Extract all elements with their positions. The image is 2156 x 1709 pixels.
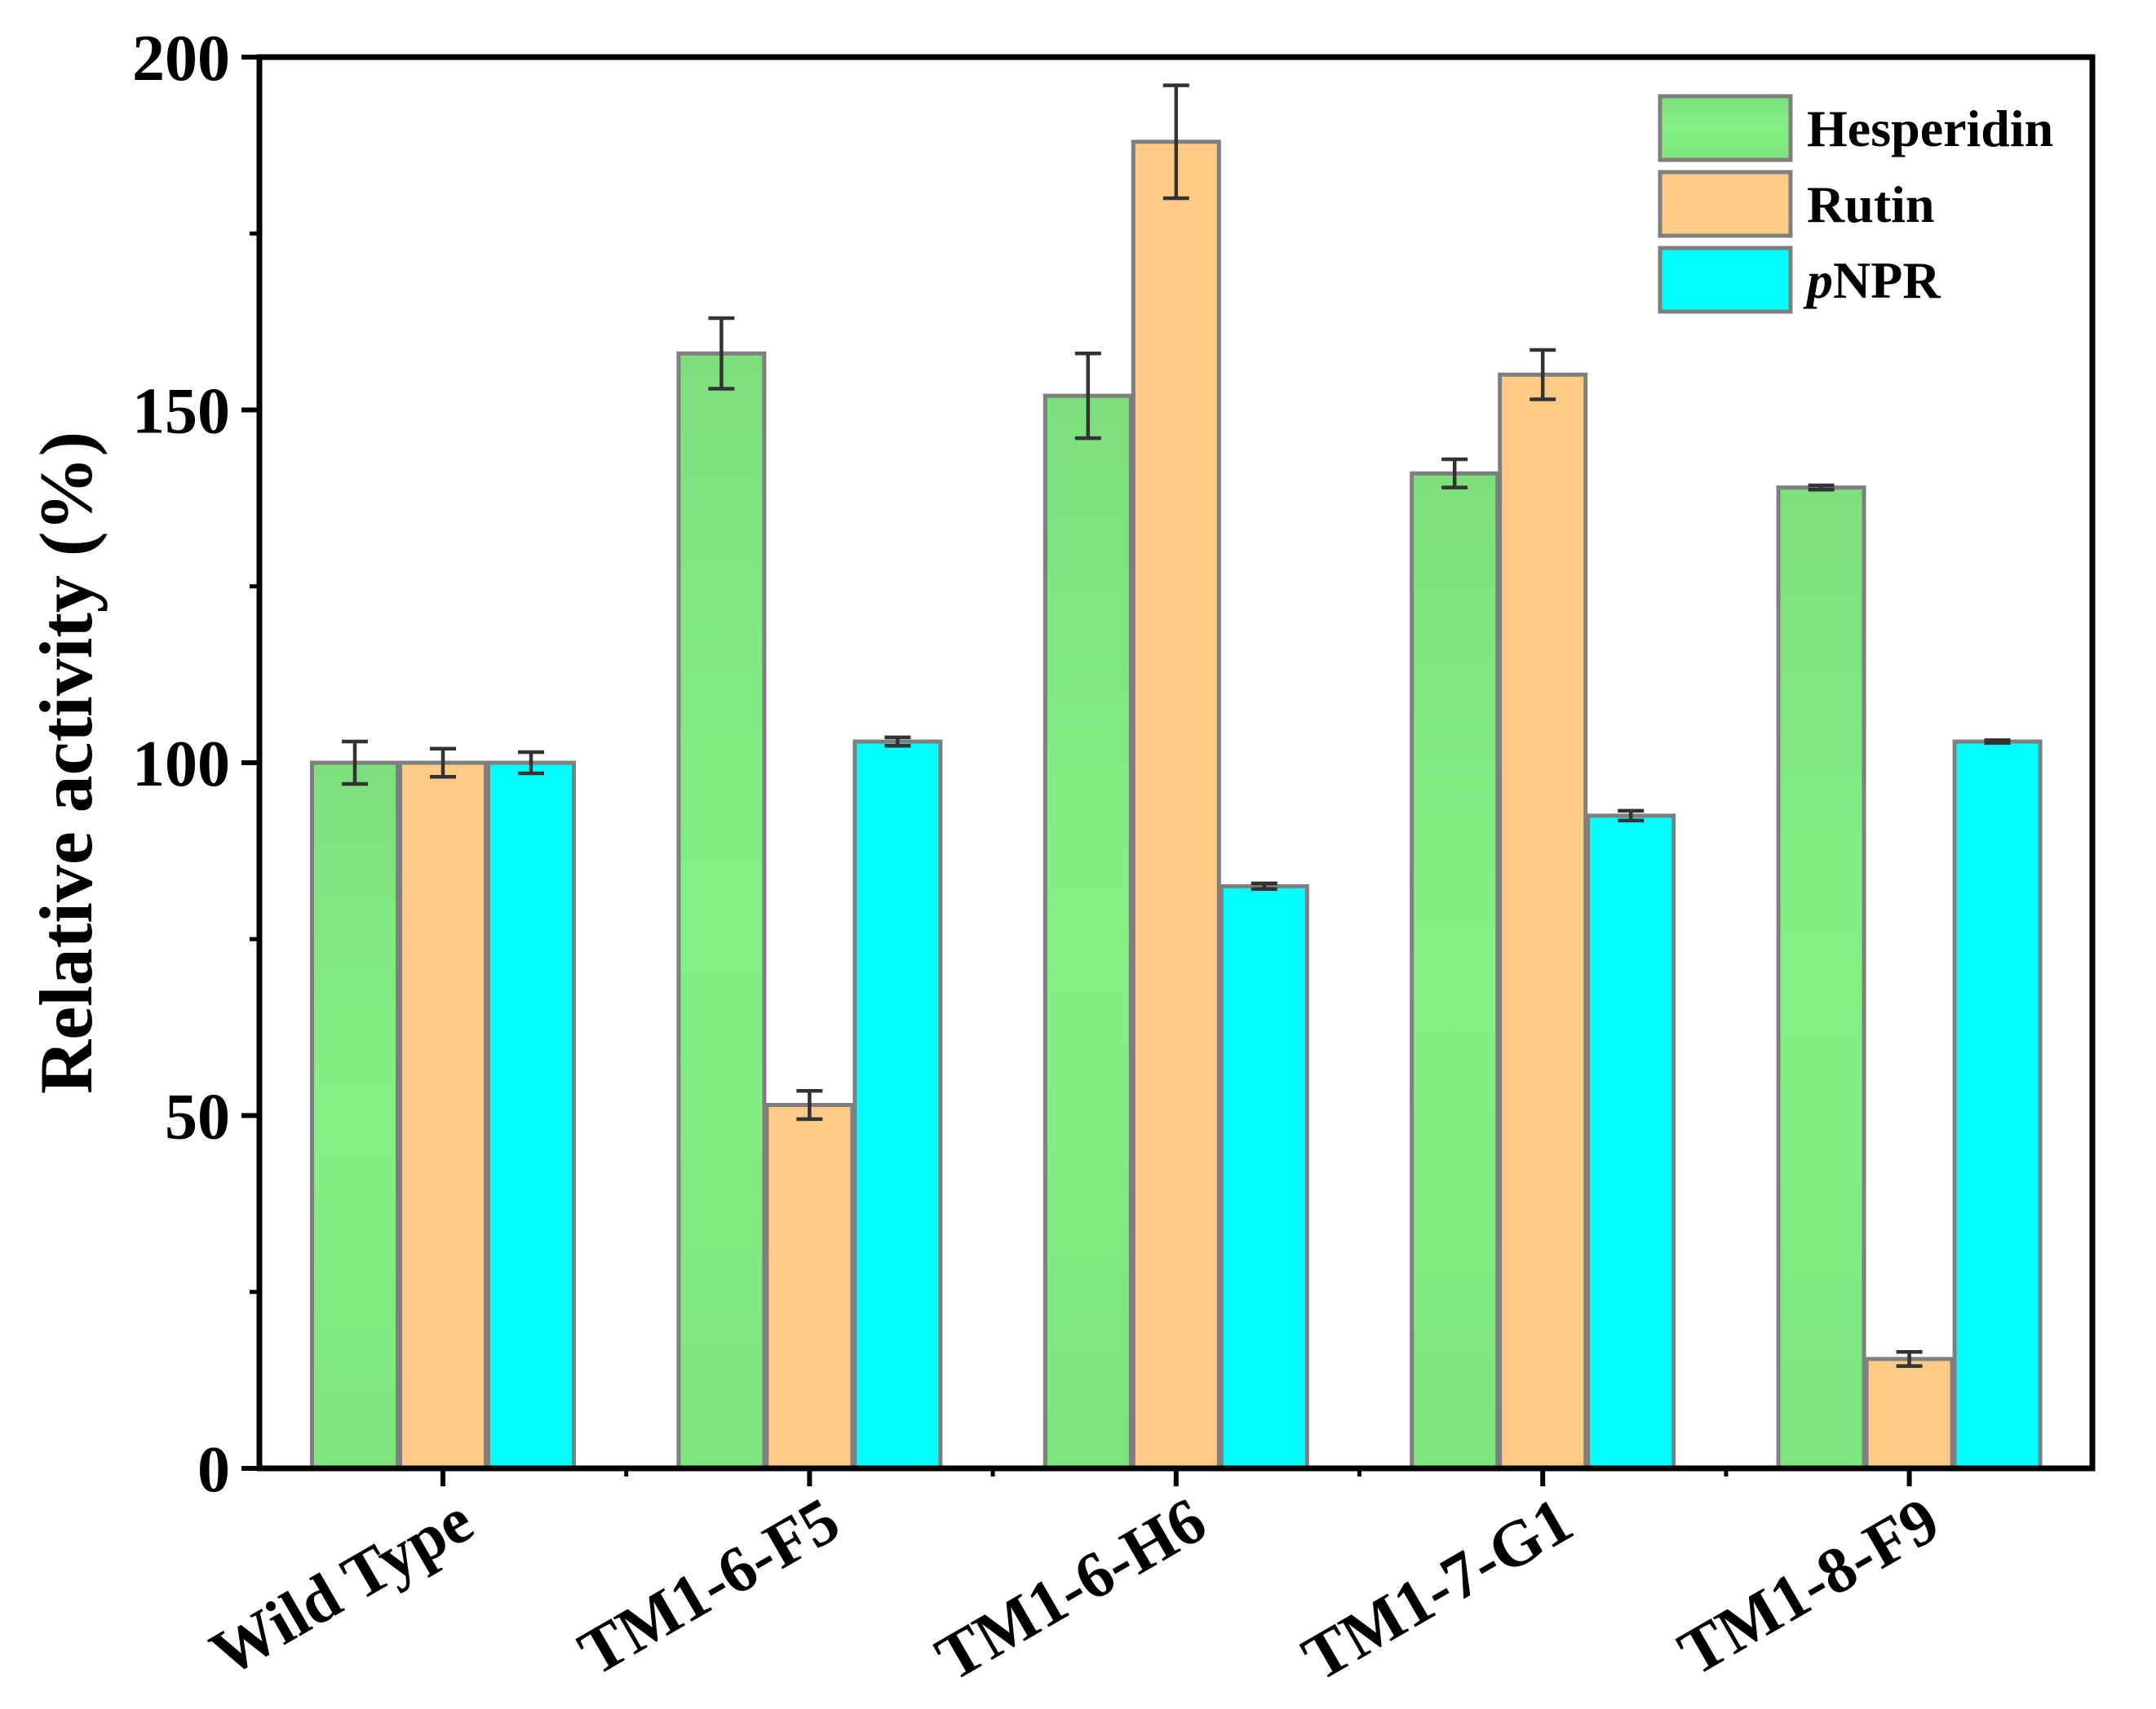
y-tick-label: 100 [132, 728, 230, 800]
error-bar [796, 1088, 823, 1122]
y-tick-label: 0 [197, 1434, 230, 1506]
legend-label-pnpr: pNPR [1803, 251, 1941, 309]
bar-rutin-tm1-8-f9 [1864, 1357, 1955, 1471]
bar-pnpr-tm1-8-f9 [1952, 739, 2043, 1471]
error-bar [1074, 352, 1101, 441]
error-bar [708, 316, 735, 391]
error-bar [1530, 348, 1556, 401]
error-bar [1441, 457, 1468, 489]
error-bar [1162, 83, 1189, 201]
y-axis-title: Relative activity (%) [24, 432, 108, 1094]
bar-pnpr-tm1-6-h6 [1219, 883, 1309, 1471]
bar-hesperidin-tm1-7-g1 [1410, 471, 1500, 1471]
y-tick-label: 200 [132, 23, 230, 95]
legend-swatch-pnpr [1658, 246, 1793, 314]
legend-swatch-hesperidin [1658, 94, 1793, 162]
bar-hesperidin-tm1-6-f5 [676, 351, 767, 1471]
bar-pnpr-tm1-7-g1 [1586, 813, 1676, 1471]
error-bar [1251, 881, 1277, 892]
legend-label-hesperidin: Hesperidin [1807, 100, 2053, 157]
error-bar [1618, 808, 1645, 823]
y-tick-label: 50 [165, 1082, 230, 1153]
bar-rutin-wild-type [398, 760, 488, 1471]
bar-hesperidin-tm1-8-f9 [1776, 485, 1866, 1471]
x-tick-label: TM1-7-G1 [1291, 1484, 1585, 1694]
legend: Hesperidin Rutin pNPR [1658, 94, 2053, 314]
error-bar [518, 750, 544, 776]
x-tick-label: TM1-8-F9 [1667, 1484, 1951, 1689]
x-tick-label: TM1-6-H6 [924, 1484, 1218, 1694]
error-bar [884, 735, 911, 748]
x-tick-label: TM1-6-F5 [567, 1484, 851, 1689]
bar-hesperidin-wild-type [310, 760, 400, 1471]
bar-rutin-tm1-6-h6 [1131, 139, 1221, 1471]
bar-rutin-tm1-7-g1 [1498, 372, 1588, 1471]
legend-swatch-rutin [1658, 170, 1793, 238]
error-bar [342, 739, 368, 786]
bar-hesperidin-tm1-6-h6 [1043, 393, 1133, 1471]
error-bar [430, 746, 456, 779]
legend-label-rutin: Rutin [1807, 175, 1935, 233]
error-bar [1896, 1350, 1923, 1368]
bar-rutin-tm1-6-f5 [764, 1103, 855, 1471]
y-tick-label: 150 [132, 376, 230, 448]
x-tick-label: Wild Type [199, 1484, 485, 1690]
bar-pnpr-wild-type [486, 760, 576, 1471]
error-bar [1984, 738, 2011, 746]
error-bar [1808, 483, 1835, 492]
bar-pnpr-tm1-6-f5 [852, 739, 943, 1471]
